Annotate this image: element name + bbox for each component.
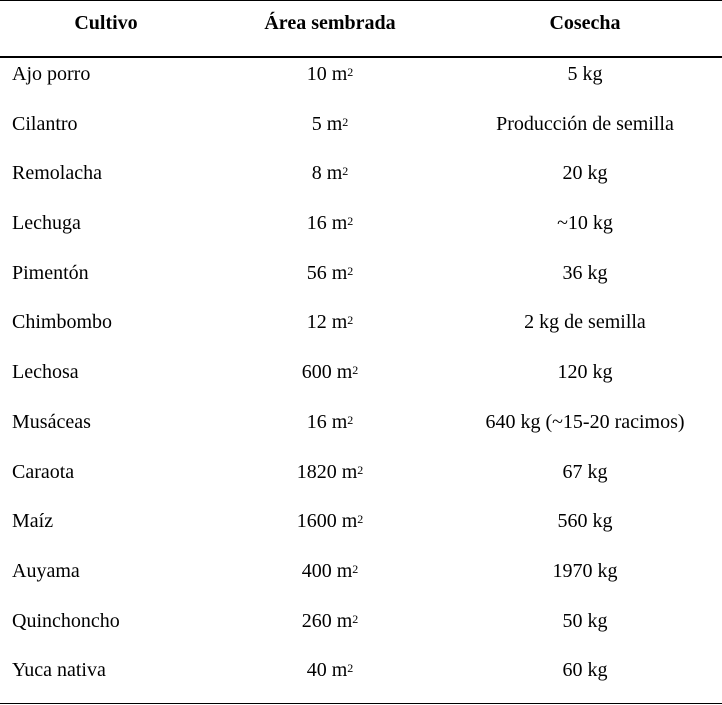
cell-harvest: 36 kg [562,261,608,284]
cell-crop: Auyama [12,559,80,582]
cell-area: 1820 m2 [230,458,430,486]
cell-crop: Musáceas [12,410,91,433]
area-unit-superscript: 2 [347,412,354,427]
area-unit-superscript: 2 [347,313,354,328]
table-row: Cilantro 5 m2 Producción de semilla [0,108,722,158]
area-unit-superscript: 2 [357,462,364,477]
table-row: Remolacha 8 m2 20 kg [0,157,722,207]
cell-area-value: 16 m [306,212,348,235]
cell-area: 1600 m2 [230,507,430,535]
area-unit-superscript: 2 [352,561,359,576]
cell-area: 600 m2 [230,358,430,386]
table-row: Ajo porro 10 m2 5 kg [0,58,722,108]
bottom-rule [0,703,722,704]
table-header: Cultivo Área sembrada Cosecha [0,0,722,46]
table-row: Auyama 400 m2 1970 kg [0,555,722,605]
header-crop: Cultivo [74,12,138,34]
cell-harvest: 120 kg [557,361,613,384]
cell-area-value: 1820 m [296,460,358,483]
cell-crop: Caraota [12,460,75,483]
area-unit-superscript: 2 [347,661,354,676]
cell-harvest: 50 kg [562,609,608,632]
table-row: Pimentón 56 m2 36 kg [0,257,722,307]
cell-area: 12 m2 [230,308,430,336]
cell-area-value: 16 m [306,410,348,433]
cell-harvest: 2 kg de semilla [524,311,646,334]
area-unit-superscript: 2 [347,214,354,229]
cell-area: 40 m2 [230,656,430,684]
table-row: Maíz 1600 m2 560 kg [0,505,722,555]
table-row: Quinchoncho 260 m2 50 kg [0,605,722,655]
cell-area: 56 m2 [230,259,430,287]
area-unit-superscript: 2 [347,65,354,79]
area-unit-superscript: 2 [342,164,349,179]
cell-harvest: ~10 kg [557,212,613,235]
cell-area: 8 m2 [230,159,430,187]
cell-crop: Yuca nativa [12,659,106,682]
cell-area-value: 56 m [306,261,348,284]
cell-crop: Pimentón [12,261,89,284]
table-body: Ajo porro 10 m2 5 kg Cilantro 5 m2 Producción… [0,58,722,704]
area-unit-superscript: 2 [347,263,354,278]
cell-area: 10 m2 [230,60,430,88]
cell-area-value: 8 m [311,162,343,185]
cell-area-value: 260 m [301,609,353,632]
cell-harvest: 67 kg [562,460,608,483]
cell-harvest: 640 kg (~15-20 racimos) [485,410,685,433]
cell-harvest: 560 kg [557,510,613,533]
cell-area: 16 m2 [230,408,430,436]
cell-crop: Remolacha [12,162,102,185]
cell-crop: Lechuga [12,212,81,235]
table-row: Musáceas 16 m2 640 kg (~15-20 racimos) [0,406,722,456]
table-row: Caraota 1820 m2 67 kg [0,456,722,506]
header-rule [0,56,722,58]
cell-harvest: Producción de semilla [496,112,674,135]
cell-crop: Ajo porro [12,63,91,85]
cell-crop: Maíz [12,510,54,533]
cell-area-value: 40 m [306,659,348,682]
cell-harvest: 20 kg [562,162,608,185]
cell-harvest: 60 kg [562,659,608,682]
cell-area: 260 m2 [230,607,430,635]
cell-crop: Lechosa [12,361,79,384]
cell-harvest: 1970 kg [552,559,618,582]
area-unit-superscript: 2 [342,114,349,129]
table-row: Lechuga 16 m2 ~10 kg [0,207,722,257]
table-row: Lechosa 600 m2 120 kg [0,356,722,406]
cell-area-value: 5 m [311,112,343,135]
cell-area-value: 600 m [301,361,353,384]
table-row: Yuca nativa 40 m2 60 kg [0,654,722,704]
header-area: Área sembrada [264,12,396,34]
area-unit-superscript: 2 [357,512,364,527]
cell-area-value: 400 m [301,559,353,582]
area-unit-superscript: 2 [352,611,359,626]
cell-crop: Cilantro [12,112,78,135]
header-harvest: Cosecha [549,12,621,34]
cell-area-value: 1600 m [296,510,358,533]
cell-area: 5 m2 [230,110,430,138]
cell-area-value: 10 m [306,63,348,85]
top-rule [0,0,722,1]
cell-crop: Quinchoncho [12,609,120,632]
cell-crop: Chimbombo [12,311,113,334]
cell-harvest: 5 kg [567,63,603,85]
cell-area: 400 m2 [230,557,430,585]
cell-area-value: 12 m [306,311,348,334]
area-unit-superscript: 2 [352,363,359,378]
cell-area: 16 m2 [230,209,430,237]
table-row: Chimbombo 12 m2 2 kg de semilla [0,306,722,356]
